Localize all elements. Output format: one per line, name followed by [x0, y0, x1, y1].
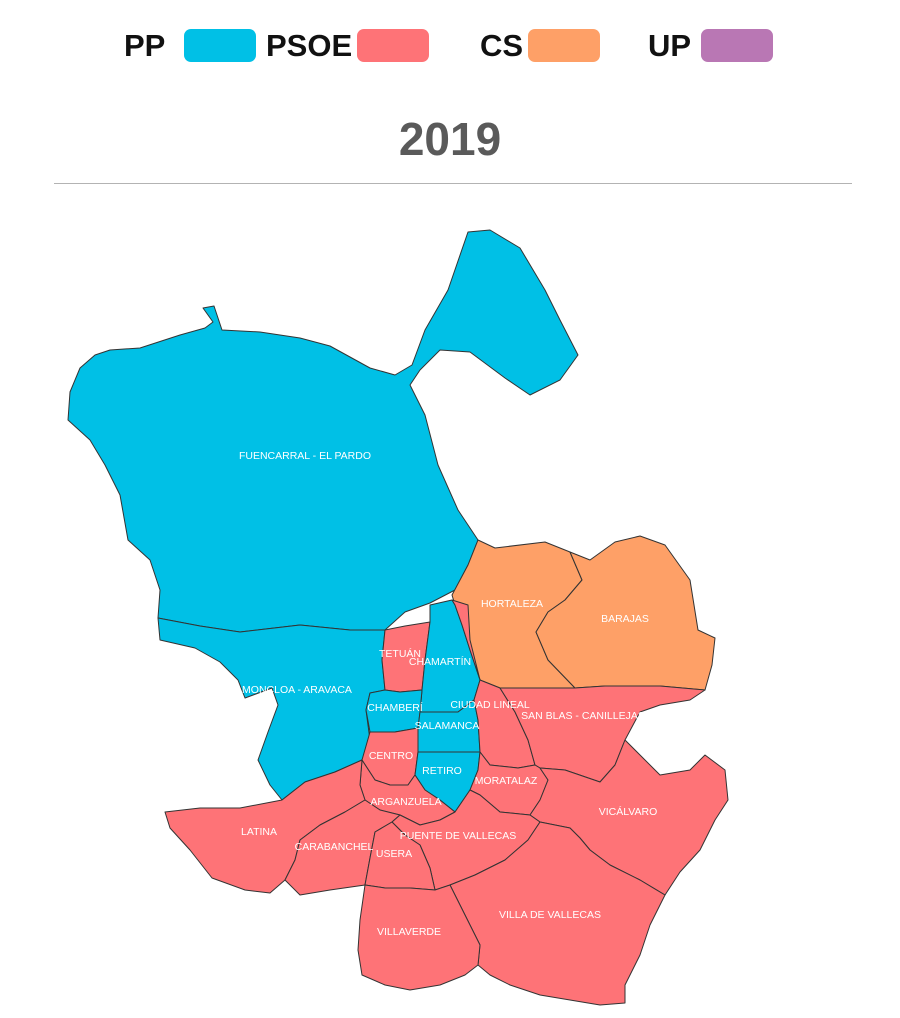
label-chamberi: CHAMBERÍ: [367, 701, 423, 714]
label-puente-vallecas: PUENTE DE VALLECAS: [400, 830, 517, 842]
label-salamanca: SALAMANCA: [415, 720, 480, 732]
map-title: 2019: [398, 113, 502, 165]
label-chamartin: CHAMARTÍN: [409, 655, 471, 668]
label-usera: USERA: [376, 848, 412, 860]
label-centro: CENTRO: [369, 750, 413, 762]
label-moratalaz: MORATALAZ: [475, 775, 538, 787]
legend-swatch-psoe: [357, 29, 429, 62]
label-moncloa: MONCLOA - ARAVACA: [242, 684, 352, 696]
label-san-blas: SAN BLAS - CANILLEJAS: [521, 710, 645, 722]
divider: [54, 183, 852, 184]
label-retiro: RETIRO: [422, 765, 462, 777]
legend-swatch-cs: [528, 29, 600, 62]
label-hortaleza: HORTALEZA: [481, 598, 543, 610]
legend-label-psoe: PSOE: [266, 28, 353, 63]
label-barajas: BARAJAS: [601, 613, 649, 625]
label-arganzuela: ARGANZUELA: [370, 796, 441, 808]
label-latina: LATINA: [241, 826, 277, 838]
label-tetuan: TETUÁN: [379, 647, 421, 660]
legend-swatch-up: [701, 29, 773, 62]
district-san-blas[interactable]: [499, 685, 706, 783]
label-carabanchel: CARABANCHEL: [295, 841, 374, 853]
legend-swatch-pp: [184, 29, 256, 62]
label-vicalvaro: VICÁLVARO: [599, 805, 658, 818]
label-villaverde: VILLAVERDE: [377, 926, 441, 938]
label-fuencarral: FUENCARRAL - EL PARDO: [239, 450, 371, 462]
legend-label-pp: PP: [124, 28, 166, 63]
legend-label-cs: CS: [480, 28, 524, 63]
district-villaverde[interactable]: [357, 884, 481, 991]
label-ciudad-lineal: CIUDAD LINEAL: [450, 699, 530, 711]
legend-label-up: UP: [648, 28, 692, 63]
label-villa-vallecas: VILLA DE VALLECAS: [499, 909, 601, 921]
legend: PP PSOE CS UP: [0, 0, 900, 90]
